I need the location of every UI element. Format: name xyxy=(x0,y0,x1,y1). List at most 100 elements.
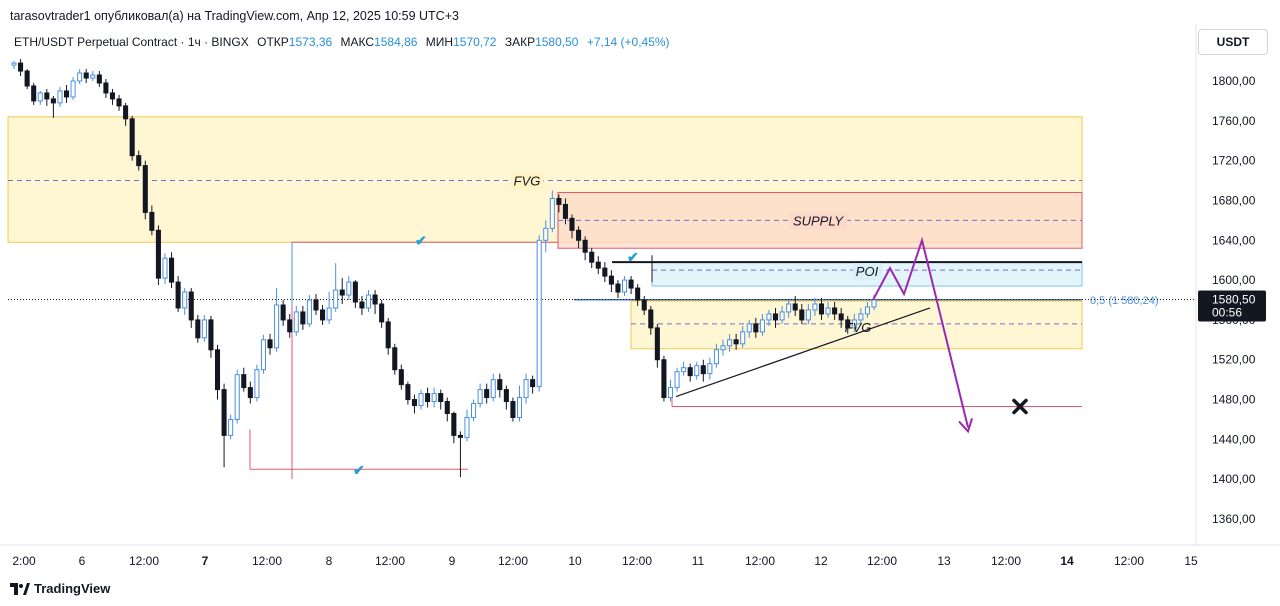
y-tick-label: 1640,00 xyxy=(1212,233,1256,247)
candle-body xyxy=(661,359,667,399)
candle-body xyxy=(96,74,102,84)
x-tick-label: 11 xyxy=(692,554,705,568)
candle-body xyxy=(608,275,614,285)
x-tick-label: 12:00 xyxy=(867,554,897,568)
candle xyxy=(674,367,680,392)
candle-body xyxy=(641,299,647,311)
candle xyxy=(444,397,450,422)
annotation-bg xyxy=(510,172,544,190)
close-value: 1580,50 xyxy=(535,35,579,49)
candle-body xyxy=(635,287,641,301)
candle-body xyxy=(562,203,568,219)
candle xyxy=(188,288,194,328)
candle xyxy=(326,292,332,324)
candle xyxy=(438,389,444,410)
candle-body xyxy=(398,369,404,386)
candle-body xyxy=(83,72,89,79)
y-tick-label: 1360,00 xyxy=(1212,512,1256,526)
candle xyxy=(602,262,608,283)
candle xyxy=(536,235,542,392)
candle-body xyxy=(654,327,660,361)
candle xyxy=(772,307,779,328)
candle-body xyxy=(169,257,175,283)
candle xyxy=(628,276,634,295)
candle xyxy=(44,88,50,106)
candle-body xyxy=(700,365,706,375)
candle-body xyxy=(372,294,378,305)
candle-body xyxy=(280,304,286,321)
candle xyxy=(83,69,89,83)
candle-body xyxy=(241,374,247,389)
candle xyxy=(228,414,234,440)
x-tick-label: 12 xyxy=(814,554,828,568)
candle xyxy=(234,369,240,424)
candle xyxy=(832,301,838,320)
candle xyxy=(418,389,424,410)
candle-body xyxy=(293,311,299,333)
candle xyxy=(589,248,595,269)
symbol-title[interactable]: ETH/USDT Perpetual Contract · 1ч · BINGX xyxy=(14,35,249,49)
candle-body xyxy=(175,281,181,309)
x-tick-label: 12:00 xyxy=(991,554,1021,568)
candle xyxy=(221,383,227,468)
candle xyxy=(320,304,326,325)
x-tick-label: 6 xyxy=(79,554,86,568)
candle xyxy=(746,319,752,338)
candle xyxy=(333,263,339,312)
candle-body xyxy=(838,313,844,321)
candle-body xyxy=(490,379,496,399)
y-tick-label: 1800,00 xyxy=(1212,74,1256,88)
publish-header: tarasovtrader1 опубликовал(а) на Trading… xyxy=(10,9,459,23)
candle xyxy=(457,431,463,478)
x-tick-label: 12:00 xyxy=(375,554,405,568)
candle xyxy=(864,301,870,318)
candle-body xyxy=(556,197,562,205)
x-tick-label: 14 xyxy=(1060,554,1074,568)
candle xyxy=(858,307,864,324)
candle-body xyxy=(543,227,549,241)
candle xyxy=(169,252,175,289)
candle-body xyxy=(50,98,56,104)
candle-body xyxy=(162,257,168,279)
candle xyxy=(96,71,102,87)
candle-body xyxy=(667,387,674,399)
candle xyxy=(149,205,155,236)
x-tick-label: 12:00 xyxy=(252,554,282,568)
candle xyxy=(471,399,477,422)
candle xyxy=(845,315,851,334)
candle-body xyxy=(681,367,687,373)
target-x-icon xyxy=(1012,398,1028,415)
candle xyxy=(90,71,96,81)
candle-body xyxy=(727,339,733,347)
candle-body xyxy=(326,307,332,321)
candle xyxy=(50,95,56,118)
annotation-poi: POI xyxy=(856,264,879,279)
candle xyxy=(654,323,660,368)
candle-body xyxy=(464,416,470,438)
candle-body xyxy=(484,389,490,399)
candle-body xyxy=(812,303,818,311)
tradingview-logo[interactable]: TradingView xyxy=(10,581,110,596)
candle-body xyxy=(766,313,772,321)
projection-arrowhead xyxy=(958,418,973,434)
candle-body xyxy=(615,283,621,293)
x-tick-label: 15 xyxy=(1184,554,1198,568)
candle-body xyxy=(438,393,444,403)
tradingview-logo-icon xyxy=(10,582,30,595)
open-value: 1573,36 xyxy=(288,35,333,49)
candle xyxy=(293,305,299,336)
candle-body xyxy=(339,289,345,296)
candle xyxy=(241,367,247,392)
candle xyxy=(155,225,161,286)
author-name[interactable]: tarasovtrader1 xyxy=(10,9,91,23)
candle xyxy=(851,313,857,332)
resistance-level xyxy=(291,241,558,480)
candle xyxy=(116,94,122,111)
currency-button[interactable]: USDT xyxy=(1198,29,1268,55)
candle xyxy=(11,61,17,70)
candle-body xyxy=(589,251,595,263)
x-tick-label: 9 xyxy=(449,554,456,568)
candle-body xyxy=(549,197,555,229)
candle-body xyxy=(267,339,273,349)
